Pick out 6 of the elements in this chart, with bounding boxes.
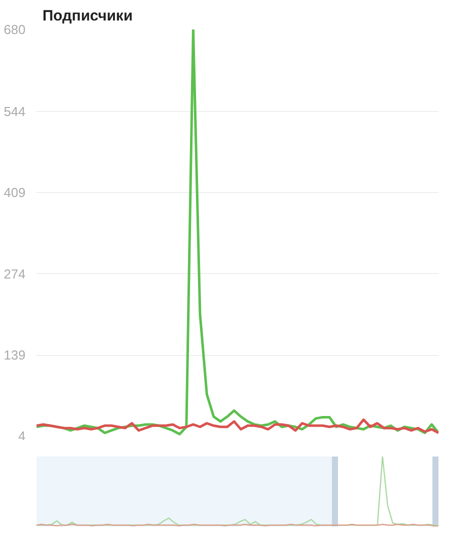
y-tick-label: 680 [4, 22, 26, 37]
y-tick-label: 409 [4, 185, 26, 200]
y-tick-label: 544 [4, 104, 26, 119]
y-tick-label: 139 [4, 348, 26, 363]
chart-title: Подписчики [42, 8, 133, 24]
y-tick-label: 274 [4, 266, 26, 282]
